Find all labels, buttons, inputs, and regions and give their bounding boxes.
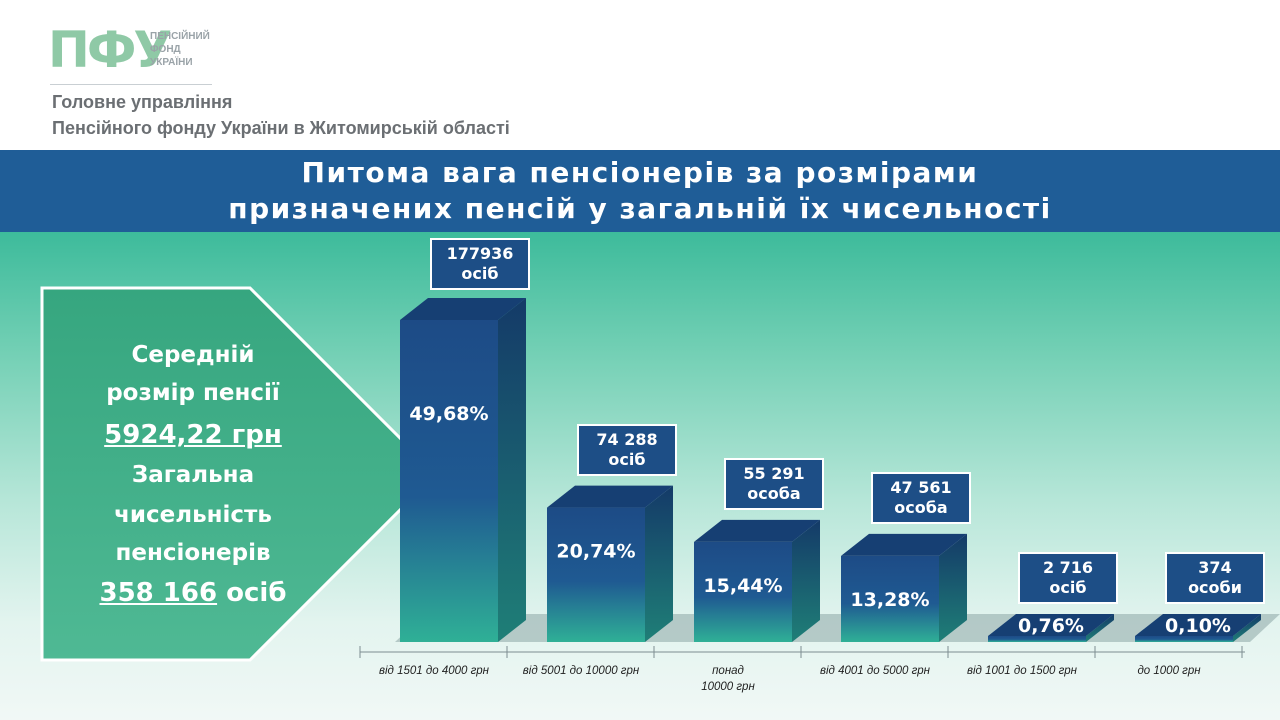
org-name-line2: Пенсійного фонду України в Житомирській …	[52, 118, 510, 138]
count-label-line: особа	[894, 497, 948, 517]
org-name-line1: Головне управління	[52, 92, 233, 112]
bar-top	[1135, 614, 1261, 636]
total-label3: пенсіонерів	[115, 540, 271, 566]
x-tick-label: від 1501 до 4000 грн	[379, 665, 490, 677]
logo-caption-line: ПЕНСІЙНИЙ	[150, 31, 210, 42]
count-label-box: 74 288 осіб	[579, 425, 675, 474]
chart-stage: Середній розмір пенсії 5924,22 грн Загал…	[0, 232, 1280, 720]
count-label-box: 55 291 особа	[726, 459, 822, 508]
x-tick-label: від 1001 до 1500 грн	[967, 665, 1078, 677]
total-label2: чисельність	[114, 502, 272, 528]
count-label-line: 74 288	[596, 429, 658, 449]
logo-caption-line: УКРАЇНИ	[150, 57, 193, 68]
count-label-box: 177936 осіб	[432, 240, 528, 288]
bar-top	[988, 614, 1114, 636]
bar-chart: 49,68% 20,74% 15,44% 13,28% 0,76% 0,10% від 1…	[359, 298, 1280, 693]
count-label-line: 2 716	[1042, 558, 1094, 577]
count-label-line: 177936	[446, 244, 514, 263]
x-tick-label: до 1000 грн	[1137, 665, 1201, 677]
count-label-line: осіб	[1049, 578, 1087, 597]
bar-side	[939, 533, 967, 642]
bar-value-label: 49,68%	[409, 403, 488, 425]
bar-top	[841, 533, 967, 556]
total-value: 358 166 осіб	[58, 576, 328, 610]
bar	[400, 320, 498, 642]
count-label-box: 2 716 осіб	[1020, 554, 1116, 602]
x-tick-label: від 4001 до 5000 грн	[820, 665, 931, 677]
bar-value-label: 15,44%	[703, 575, 782, 597]
total-value-unit: осіб	[217, 578, 287, 608]
count-label-line: осіб	[608, 449, 646, 469]
pfu-logo: ПФУ	[48, 21, 172, 79]
bar-top	[694, 519, 820, 542]
logo-caption-line: ФОНД	[150, 44, 181, 55]
x-tick-label: від 5001 до 10000 грн	[523, 665, 640, 677]
logo-caption: ПЕНСІЙНИЙ ФОНД УКРАЇНИ	[150, 30, 210, 69]
bar-top	[400, 298, 526, 320]
bar-value-label: 0,10%	[1165, 615, 1231, 637]
bar-side	[1086, 614, 1114, 642]
x-tick-label: понад	[712, 665, 744, 677]
avg-label2: розмір пенсії	[106, 380, 280, 406]
total-value-number: 358 166	[99, 578, 218, 608]
count-label-box: 47 561 особа	[873, 473, 969, 522]
bar	[841, 555, 939, 642]
bar-value-label: 13,28%	[850, 589, 929, 611]
avg-value-text: 5924,22 грн	[104, 420, 282, 450]
count-label-box: 374 особи	[1167, 554, 1263, 602]
logo-divider	[50, 84, 212, 85]
total-label1: Загальна	[131, 462, 255, 488]
bar-side	[792, 519, 820, 642]
header: ПФУ ПЕНСІЙНИЙ ФОНД УКРАЇНИ Головне управ…	[0, 0, 1280, 150]
summary-arrow-shape	[40, 286, 439, 662]
bar-value-label: 0,76%	[1018, 615, 1084, 637]
bar	[547, 507, 645, 642]
page-title-line1: Питома вага пенсіонерів за розмірами	[301, 156, 979, 189]
summary-arrow	[40, 286, 439, 662]
avg-label1: Середній	[131, 342, 255, 368]
count-label-line: 374	[1198, 558, 1232, 577]
bar-side	[645, 485, 673, 642]
bar-top	[547, 485, 673, 508]
bar-side	[1233, 614, 1261, 642]
count-label-line: особа	[747, 483, 801, 503]
count-label-line: осіб	[461, 264, 499, 283]
count-label-line: особи	[1188, 578, 1242, 597]
bar-side	[498, 298, 526, 642]
x-tick-label: 10000 грн	[701, 681, 755, 693]
page-title-line2: призначених пенсій у загальній їх чисель…	[228, 192, 1052, 225]
avg-value: 5924,22 грн	[58, 418, 328, 452]
bar	[1135, 636, 1233, 642]
bar	[694, 541, 792, 642]
bar	[988, 636, 1086, 642]
bar-value-label: 20,74%	[556, 541, 635, 563]
count-label-line: 55 291	[743, 463, 805, 483]
count-label-line: 47 561	[890, 477, 952, 497]
title-band: Питома вага пенсіонерів за розмірами при…	[0, 150, 1280, 232]
